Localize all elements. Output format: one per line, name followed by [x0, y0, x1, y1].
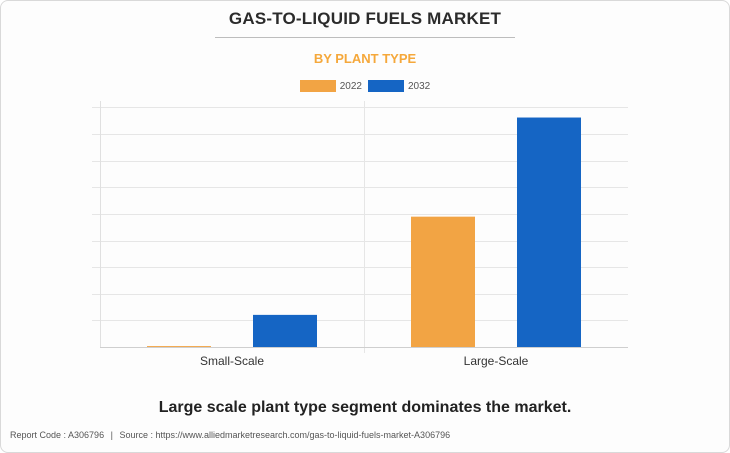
- x-tick-label: Large-Scale: [464, 354, 529, 368]
- legend-item-2032: 2032: [368, 80, 430, 92]
- legend-label-2032: 2032: [408, 80, 431, 92]
- legend-item-2022: 2022: [299, 80, 362, 92]
- bar-large-scale-2022: [411, 216, 475, 347]
- chart-caption: Large scale plant type segment dominates…: [158, 399, 572, 416]
- source-text: Source : https://www.alliedmarketresearc…: [119, 430, 451, 440]
- legend-swatch-2032: [368, 80, 404, 92]
- legend: 2022 2032: [0, 80, 730, 92]
- footer-separator: |: [110, 430, 113, 440]
- chart-title: GAS-TO-LIQUID FUELS MARKET: [228, 9, 502, 28]
- legend-label-2022: 2022: [339, 80, 362, 92]
- chart-subtitle: BY PLANT TYPE: [313, 51, 417, 66]
- footer: Report Code : A306796 | Source : https:/…: [10, 430, 450, 440]
- bar-small-scale-2032: [253, 314, 317, 347]
- report-code: Report Code : A306796: [10, 430, 105, 440]
- x-tick-label: Small-Scale: [200, 354, 264, 368]
- bar-small-scale-2022: [147, 346, 211, 347]
- title-divider: [215, 37, 515, 38]
- bar-large-scale-2032: [517, 117, 581, 347]
- legend-swatch-2022: [299, 80, 336, 92]
